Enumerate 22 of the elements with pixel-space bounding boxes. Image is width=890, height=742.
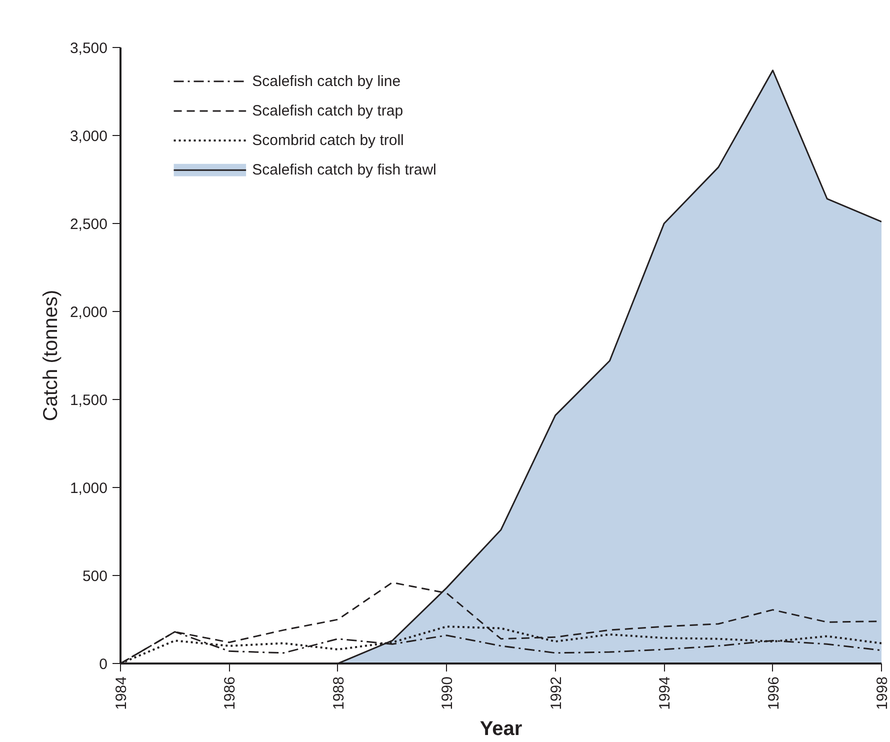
legend-label: Scalefish catch by trap (252, 102, 404, 120)
y-tick-label: 500 (82, 568, 108, 585)
x-tick-label: 1998 (874, 676, 890, 710)
y-tick-label: 1,500 (70, 392, 108, 409)
legend-label: Scalefish catch by fish trawl (252, 162, 436, 179)
x-tick-label: 1990 (439, 676, 456, 710)
x-axis-title: Year (480, 718, 522, 740)
y-axis-title: Catch (tonnes) (40, 290, 62, 422)
x-tick-label: 1984 (113, 676, 130, 710)
legend-label: Scombrid catch by troll (252, 132, 404, 150)
x-tick-label: 1992 (548, 676, 565, 710)
x-tick-label: 1996 (765, 676, 782, 710)
y-tick-label: 2,000 (70, 304, 108, 321)
y-tick-label: 3,000 (70, 128, 108, 145)
x-tick-label: 1986 (222, 676, 239, 710)
x-tick-label: 1988 (330, 676, 348, 710)
x-tick-label: 1994 (656, 676, 674, 710)
legend-label: Scalefish catch by line (252, 72, 401, 90)
y-tick-label: 3,500 (70, 40, 108, 57)
y-tick-label: 0 (99, 656, 108, 673)
y-tick-label: 1,000 (70, 480, 108, 497)
y-tick-label: 2,500 (70, 216, 108, 233)
